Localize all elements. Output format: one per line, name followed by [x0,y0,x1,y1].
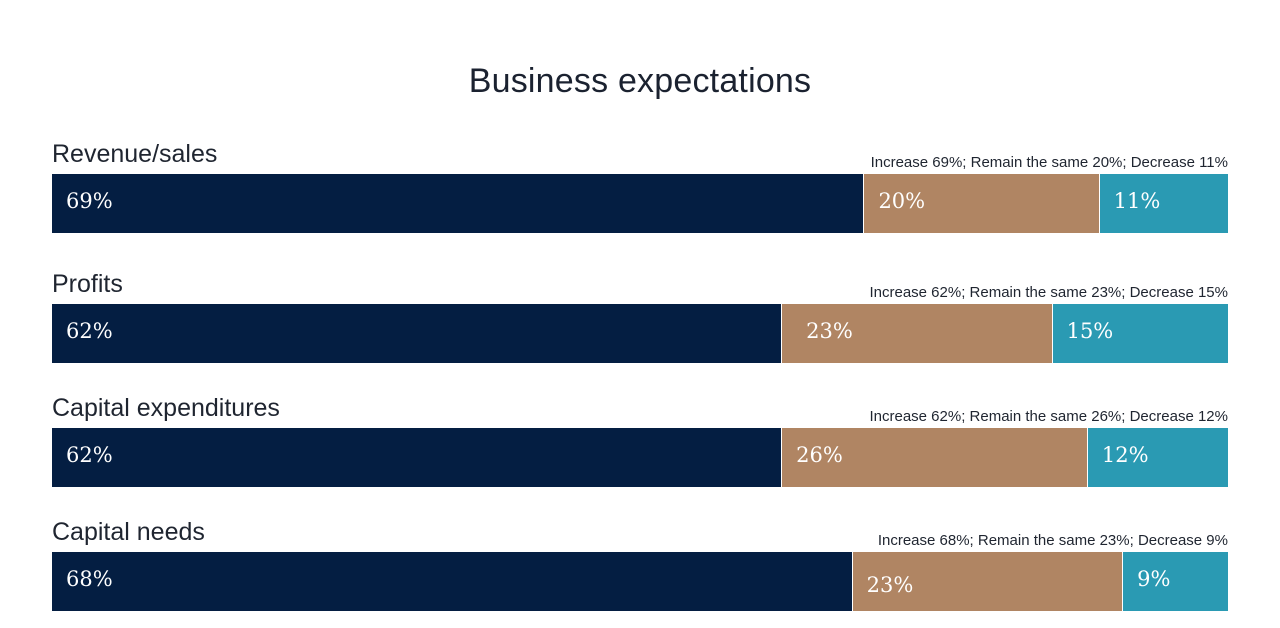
category-summary: Increase 62%; Remain the same 23%; Decre… [869,284,1228,301]
data-label: 12% [1101,443,1149,467]
category-summary: Increase 69%; Remain the same 20%; Decre… [870,154,1228,171]
chart-title: Business expectations [468,62,812,100]
bar-segment-remain-the-same: 23% [781,304,1052,363]
data-label: 62% [66,443,113,467]
bar-segment-remain-the-same: 20% [863,174,1099,233]
bar-group: Capital expenditures Increase 62%; Remain… [52,394,1228,504]
bar-segment-remain-the-same: 26% [781,428,1087,487]
category-label: Capital expenditures [52,394,280,422]
bar-group: Capital needs Increase 68%; Remain the sa… [52,518,1228,628]
data-label: 62% [66,319,113,343]
bar-group: Revenue/sales Increase 69%; Remain the sa… [52,140,1228,250]
bar-segment-decrease: 12% [1086,428,1228,487]
category-label: Profits [52,270,123,298]
data-label: 69% [66,189,113,213]
stacked-bar: 68% 23% 9% [52,552,1228,611]
bar-segment-increase: 62% [52,304,782,363]
bar-segment-decrease: 9% [1122,552,1228,611]
bar-segment-increase: 69% [52,174,864,233]
data-label: 20% [878,189,926,213]
bar-segment-increase: 62% [52,428,782,487]
stacked-bar: 62% 26% 12% [52,428,1228,487]
data-label: 26% [796,443,843,467]
data-label: 68% [66,567,113,591]
bar-segment-decrease: 11% [1098,174,1228,233]
stacked-bar: 62% 23% 15% [52,304,1228,363]
category-summary: Increase 62%; Remain the same 26%; Decre… [869,408,1228,425]
bar-group: Profits Increase 62%; Remain the same 23%… [52,270,1228,380]
data-label: 15% [1066,319,1114,343]
data-label: 11% [1113,189,1161,213]
category-summary: Increase 68%; Remain the same 23%; Decre… [877,532,1228,549]
data-label: 23% [806,319,853,343]
data-label: 23% [866,573,914,597]
category-label: Capital needs [52,518,205,546]
stacked-bar: 69% 20% 11% [52,174,1228,233]
category-label: Revenue/sales [52,140,218,168]
bar-segment-remain-the-same: 23% [851,552,1123,611]
bar-segment-decrease: 15% [1051,304,1228,363]
data-label: 9% [1137,567,1171,591]
bar-segment-increase: 68% [52,552,852,611]
